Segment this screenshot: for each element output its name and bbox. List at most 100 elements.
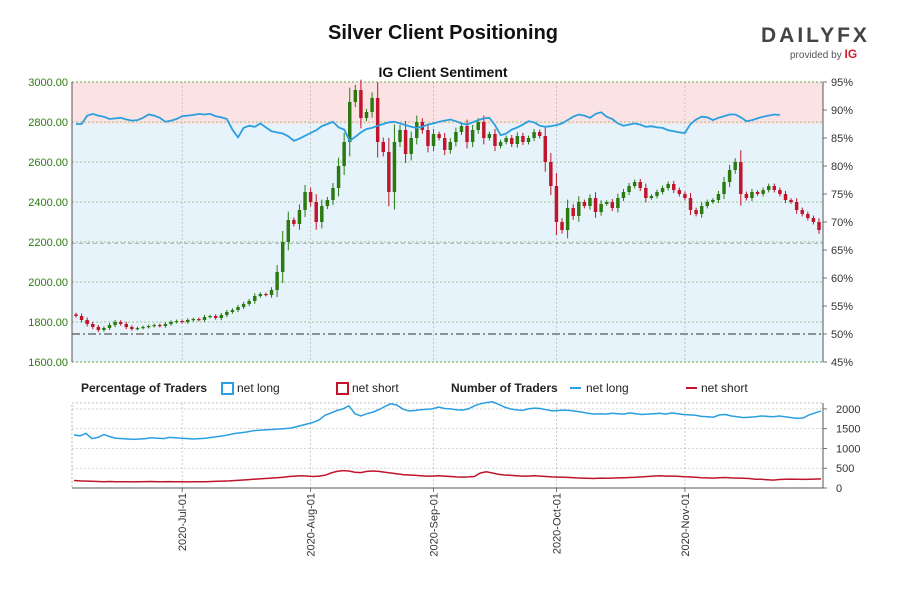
candle — [677, 187, 682, 197]
candle — [666, 181, 670, 191]
price-tick-label: 1600.00 — [28, 357, 68, 369]
price-tick-label: 2000.00 — [28, 277, 68, 289]
candle — [744, 191, 749, 201]
candle — [599, 200, 603, 216]
candle — [750, 188, 754, 202]
candle-body — [683, 194, 687, 198]
candle — [806, 211, 810, 221]
candle-body — [202, 317, 207, 320]
candle-body — [739, 162, 743, 194]
candle-body — [755, 192, 760, 194]
candle-body — [180, 321, 184, 323]
candle — [493, 128, 497, 152]
candle — [197, 317, 201, 322]
pct-tick-label: 90% — [831, 105, 853, 117]
candle — [482, 115, 486, 145]
candle — [213, 314, 218, 320]
candle-body — [766, 186, 771, 190]
candle-body — [141, 327, 145, 329]
provided-by-text: provided by — [790, 50, 842, 61]
candle-body — [604, 202, 609, 204]
candle — [163, 322, 168, 328]
candle — [409, 131, 413, 161]
candle-body — [174, 321, 179, 323]
pct-tick-label: 55% — [831, 301, 853, 313]
candle-body — [320, 206, 324, 222]
candle — [236, 304, 240, 313]
candle-body — [364, 112, 369, 118]
candle-body — [415, 122, 419, 138]
candle-body — [800, 210, 804, 214]
candle-body — [286, 220, 291, 242]
price-tick-label: 2400.00 — [28, 197, 68, 209]
pct-tick-label: 45% — [831, 357, 853, 369]
legend-pct-title: Percentage of Traders — [81, 381, 208, 395]
candle — [655, 189, 659, 199]
traders-tick-label: 1000 — [836, 443, 860, 455]
candle — [554, 173, 559, 235]
candle-body — [342, 142, 346, 166]
candle-body — [169, 322, 173, 324]
candle-body — [560, 222, 564, 230]
candle-body — [783, 194, 788, 200]
candle-body — [649, 196, 654, 198]
candle-body — [370, 98, 374, 112]
candle-body — [225, 312, 229, 315]
candle-body — [465, 126, 469, 142]
candle — [74, 312, 78, 318]
candle-body — [549, 162, 553, 186]
candle-body — [264, 294, 268, 296]
candle-body — [348, 102, 352, 142]
candle — [437, 131, 441, 141]
candle — [699, 202, 704, 218]
candle-body — [660, 188, 665, 192]
traders-tick-label: 500 — [836, 463, 854, 475]
candle-body — [627, 186, 631, 192]
pct-tick-label: 65% — [831, 245, 853, 257]
candle-body — [426, 130, 430, 146]
candle-body — [459, 126, 464, 132]
candle-body — [102, 328, 106, 330]
candle — [124, 321, 129, 330]
provided-by-label: provided by IG — [790, 47, 857, 61]
candle — [180, 319, 184, 324]
candle — [755, 190, 760, 196]
candle — [571, 204, 575, 220]
candle-body — [325, 200, 330, 206]
candle — [526, 135, 531, 145]
candle-body — [565, 208, 570, 230]
candle-body — [79, 316, 84, 320]
pct-tick-label: 75% — [831, 189, 853, 201]
candle — [510, 134, 514, 148]
candle-body — [750, 192, 754, 198]
date-tick-label: 2020-Aug-01 — [306, 493, 318, 557]
legend-num-long-swatch — [570, 387, 581, 389]
candle — [398, 124, 402, 148]
candle-body — [292, 220, 296, 224]
candle — [588, 194, 592, 210]
candle-body — [308, 192, 313, 202]
candle — [96, 324, 101, 333]
candle-body — [85, 320, 89, 324]
candle-body — [152, 325, 156, 327]
candle — [336, 157, 341, 197]
pct-tick-label: 50% — [831, 329, 853, 341]
candle-body — [632, 182, 637, 186]
candle-body — [744, 194, 749, 198]
traders-tick-label: 1500 — [836, 424, 860, 436]
candle-body — [694, 210, 698, 214]
candle-body — [431, 134, 436, 146]
candle — [448, 138, 453, 154]
candle-body — [454, 132, 458, 142]
candle — [442, 132, 447, 156]
candle-body — [817, 222, 821, 230]
candle-body — [280, 242, 285, 272]
candle — [359, 79, 363, 129]
candle — [208, 314, 212, 319]
candle-body — [442, 138, 447, 150]
traders-panel-frame — [71, 402, 824, 489]
pct-tick-label: 70% — [831, 217, 853, 229]
candle-body — [253, 296, 257, 301]
candle-body — [794, 202, 799, 210]
candle — [789, 198, 793, 204]
